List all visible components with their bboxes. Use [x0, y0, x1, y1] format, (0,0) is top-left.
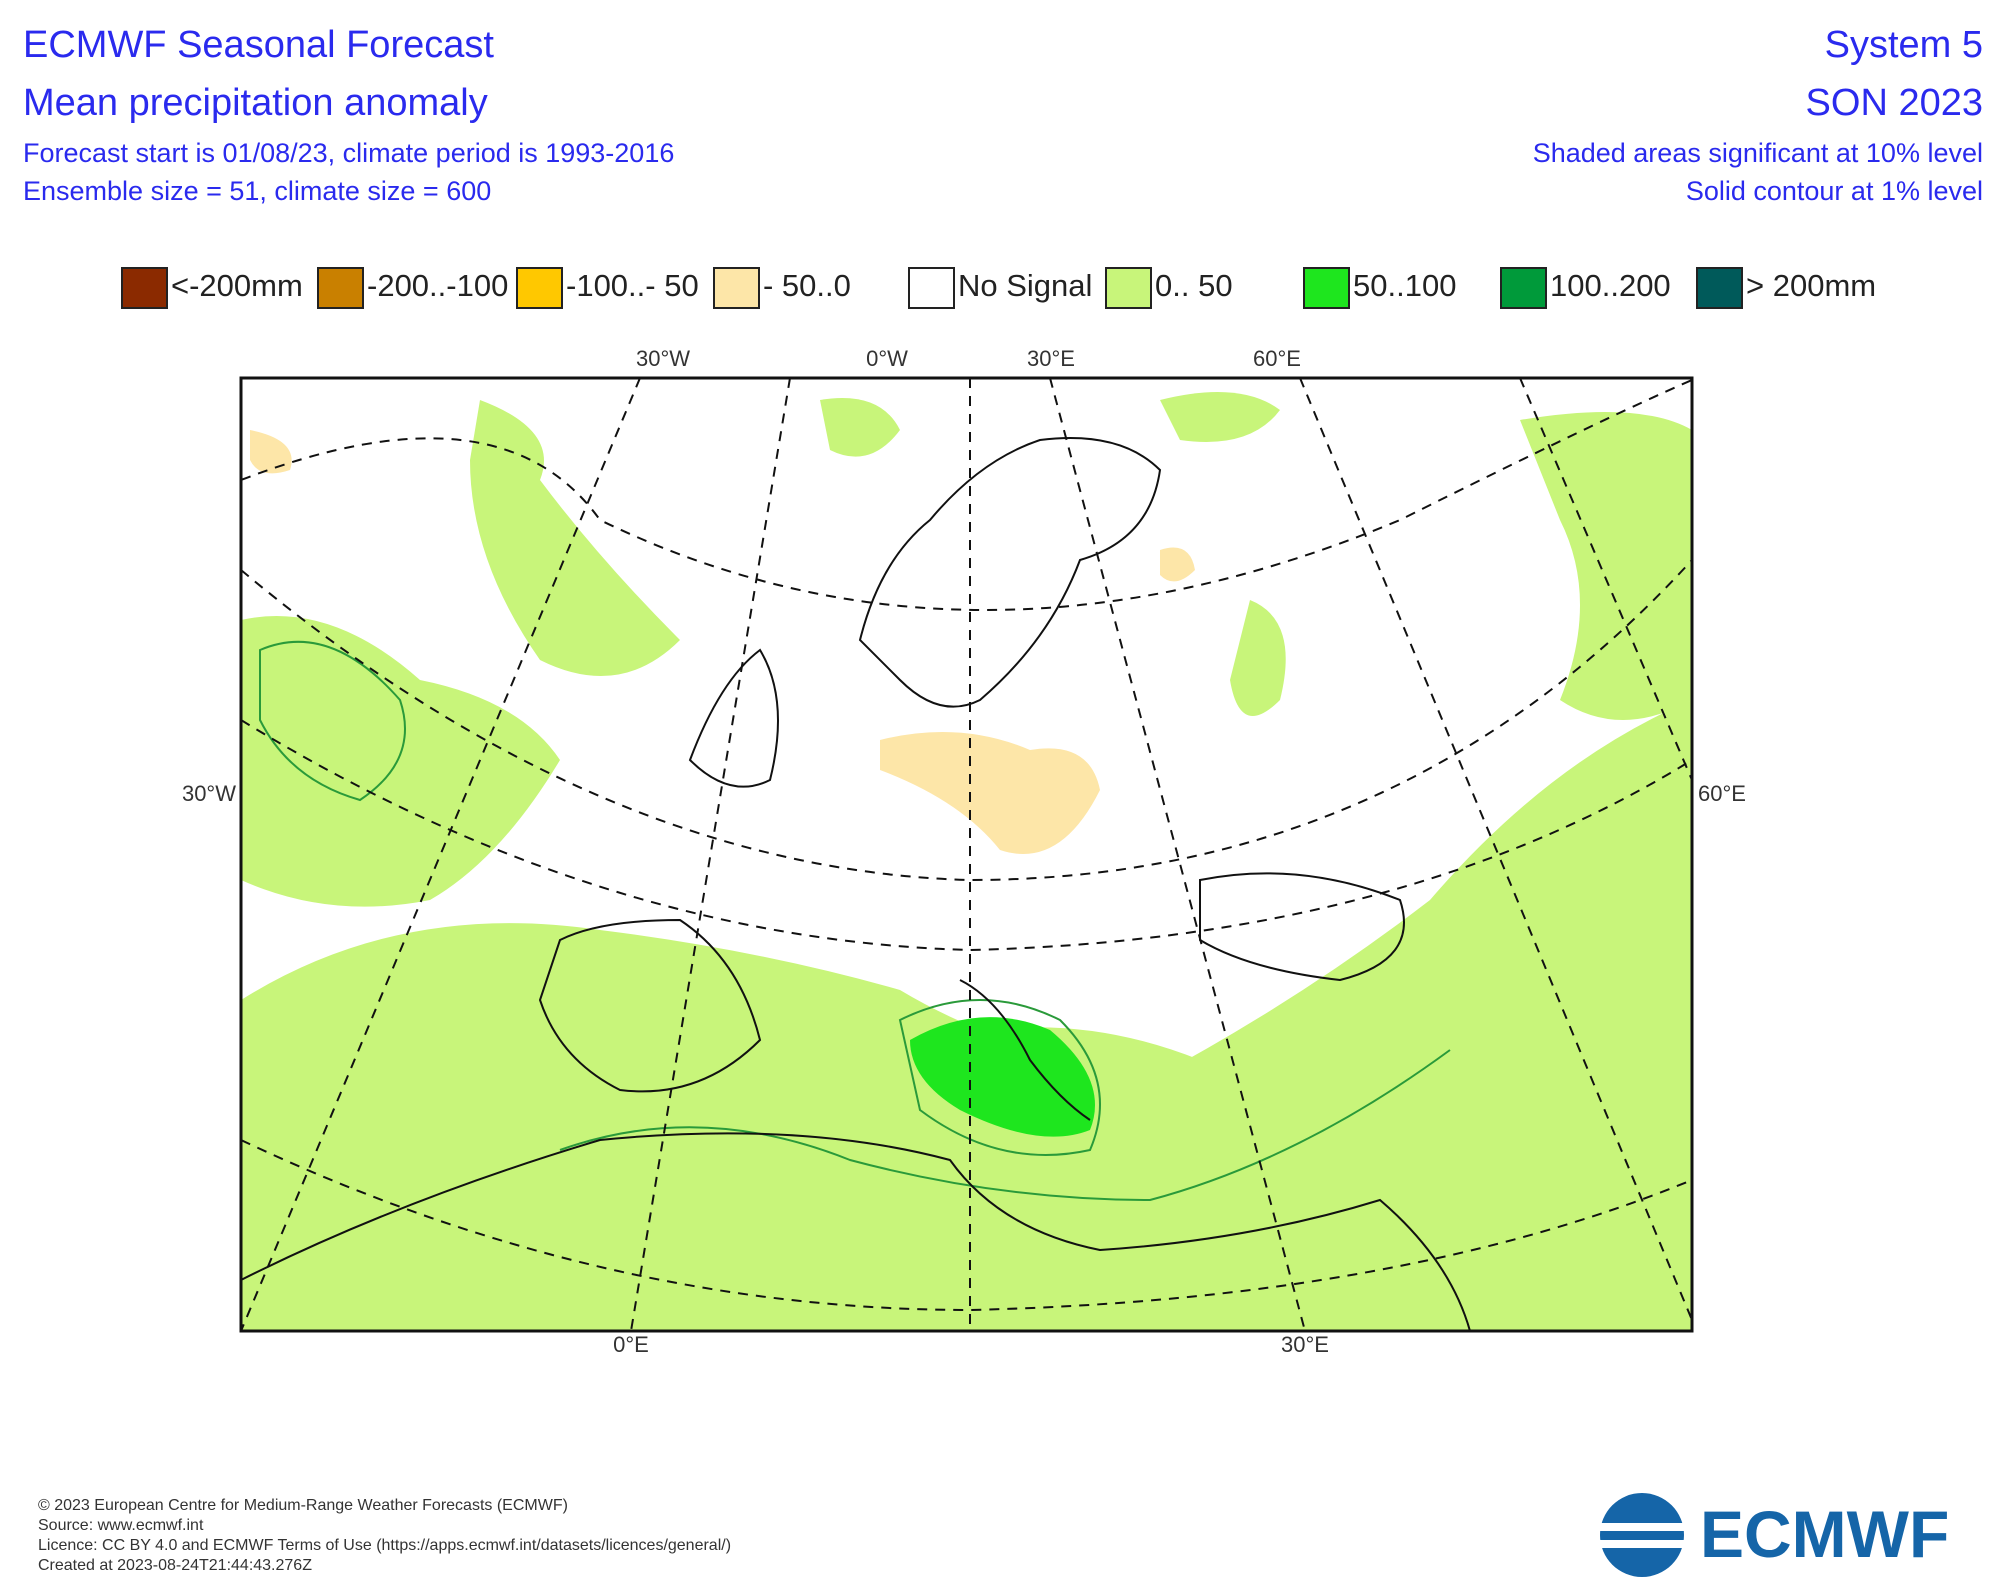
season: SON 2023	[1806, 82, 1983, 124]
legend: <-200mm -200..-100 -100..- 50 - 50..0 No Sig…	[121, 267, 1876, 309]
map	[241, 378, 1692, 1331]
footer-line: Created at 2023-08-24T21:44:43.276Z	[38, 1557, 312, 1574]
contour-note: Solid contour at 1% level	[1686, 176, 1983, 206]
legend-swatch	[121, 267, 168, 309]
legend-swatch	[1303, 267, 1350, 309]
legend-label: 0.. 50	[1155, 268, 1233, 303]
lon-label: 30°W	[636, 346, 690, 371]
legend-swatch	[516, 267, 563, 309]
lon-label: 0°W	[866, 346, 908, 371]
logo: ECMWF	[1600, 1493, 1949, 1577]
legend-label: 100..200	[1550, 268, 1671, 303]
legend-swatch	[1105, 267, 1152, 309]
lon-label: 30°W	[182, 781, 236, 806]
legend-swatch	[1696, 267, 1743, 309]
negative-shading	[250, 430, 1195, 854]
lon-label: 60°E	[1698, 781, 1746, 806]
legend-swatch	[1500, 267, 1547, 309]
strong-anomaly	[910, 1017, 1095, 1137]
lon-label: 60°E	[1253, 346, 1301, 371]
legend-swatch	[713, 267, 760, 309]
footer-line: Licence: CC BY 4.0 and ECMWF Terms of Us…	[38, 1537, 731, 1554]
legend-label: > 200mm	[1746, 268, 1876, 303]
title: ECMWF Seasonal Forecast	[23, 24, 494, 66]
logo-text: ECMWF	[1700, 1497, 1949, 1571]
footer-line: Source: www.ecmwf.int	[38, 1517, 204, 1534]
lon-label: 0°E	[613, 1332, 649, 1357]
significance-note: Shaded areas significant at 10% level	[1533, 138, 1983, 168]
lon-label: 30°E	[1281, 1332, 1329, 1357]
ensemble-size: Ensemble size = 51, climate size = 600	[23, 176, 491, 206]
system: System 5	[1825, 24, 1983, 66]
coastlines	[241, 437, 1471, 1331]
graticule	[241, 378, 1692, 1331]
forecast-start: Forecast start is 01/08/23, climate peri…	[23, 138, 674, 168]
legend-swatch	[317, 267, 364, 309]
legend-label: No Signal	[958, 268, 1092, 303]
subtitle: Mean precipitation anomaly	[23, 82, 488, 124]
legend-label: -100..- 50	[566, 268, 699, 303]
legend-swatch	[908, 267, 955, 309]
legend-label: 50..100	[1353, 268, 1456, 303]
map-frame	[239, 376, 1694, 1333]
footer-line: © 2023 European Centre for Medium-Range …	[38, 1497, 568, 1514]
lon-label: 30°E	[1027, 346, 1075, 371]
legend-label: -200..-100	[367, 268, 508, 303]
significance-contours	[259, 640, 1451, 1202]
legend-label: <-200mm	[171, 268, 303, 303]
legend-label: - 50..0	[763, 268, 851, 303]
